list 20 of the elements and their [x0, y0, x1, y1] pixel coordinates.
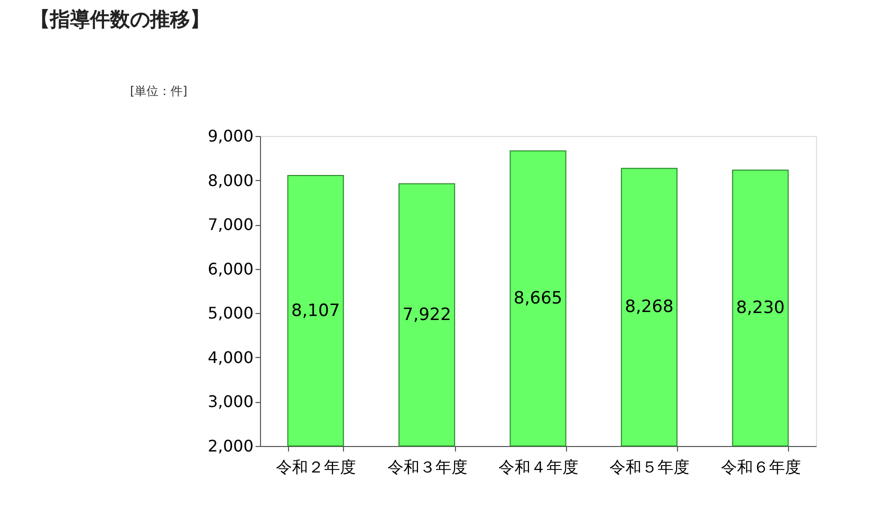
chart-title: 【指導件数の推移】 [30, 7, 210, 31]
x-tick-label: 令和６年度 [720, 458, 801, 476]
y-tick-label: 8,000 [208, 170, 254, 190]
y-tick-label: 9,000 [208, 126, 254, 146]
y-tick-label: 2,000 [208, 436, 254, 456]
x-tick-label: 令和５年度 [610, 458, 690, 476]
x-tick-label: 令和２年度 [276, 458, 356, 476]
data-label: 8,107 [291, 300, 340, 321]
y-tick-label: 7,000 [208, 215, 254, 234]
x-tick-label: 令和４年度 [498, 458, 578, 476]
data-label: 7,922 [402, 304, 452, 325]
y-tick-label: 6,000 [208, 259, 254, 278]
x-tick-label: 令和３年度 [387, 458, 468, 476]
text: [単位：件] [130, 84, 188, 98]
y-tick-label: 5,000 [208, 304, 254, 323]
data-label: 8,665 [514, 288, 562, 308]
data-label: 8,268 [624, 297, 674, 318]
y-tick-label: 3,000 [208, 392, 254, 412]
y-tick-label: 4,000 [208, 348, 254, 367]
data-label: 8,230 [736, 298, 785, 318]
